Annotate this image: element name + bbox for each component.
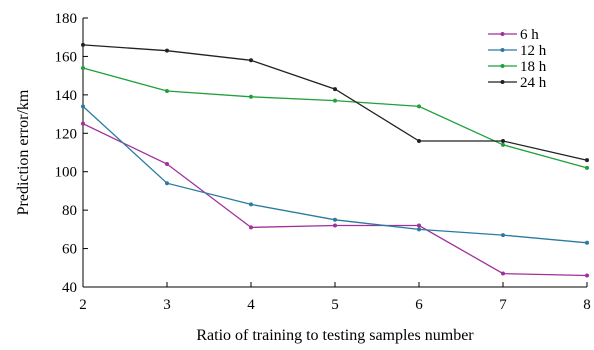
data-point (165, 181, 169, 186)
y-tick-label: 60 (62, 242, 77, 258)
y-tick-label: 80 (62, 203, 77, 219)
legend-marker (500, 32, 505, 36)
series-group (81, 42, 589, 278)
y-tick-label: 180 (55, 11, 78, 27)
data-point (417, 227, 421, 232)
data-point (417, 138, 421, 143)
data-point (249, 202, 253, 207)
x-tick-label: 3 (163, 297, 171, 313)
x-tick-label: 2 (79, 297, 87, 313)
data-point (81, 121, 85, 126)
data-point (501, 138, 505, 143)
data-point (249, 225, 253, 230)
data-point (165, 162, 169, 167)
data-point (81, 65, 85, 70)
legend-label: 6 h (520, 27, 539, 43)
legend-label: 12 h (520, 43, 547, 59)
data-point (501, 271, 505, 276)
x-axis-title: Ratio of training to testing samples num… (196, 327, 474, 344)
x-tick-label: 5 (331, 297, 339, 313)
data-point (417, 104, 421, 109)
data-point (585, 273, 589, 278)
data-point (585, 165, 589, 170)
axes (82, 18, 587, 288)
y-tick-label: 160 (55, 49, 78, 65)
y-tick-label: 140 (55, 88, 78, 104)
y-tick-label: 40 (62, 280, 77, 296)
legend-label: 18 h (520, 59, 547, 75)
x-tick-label: 8 (583, 297, 591, 313)
data-point (165, 48, 169, 53)
legend: 6 h12 h18 h24 h (488, 27, 547, 91)
legend-marker (500, 64, 505, 68)
data-point (585, 158, 589, 163)
data-point (333, 217, 337, 222)
data-point (501, 233, 505, 238)
data-point (501, 142, 505, 147)
data-point (81, 42, 85, 47)
x-tick-label: 6 (415, 297, 423, 313)
data-point (333, 87, 337, 92)
legend-marker (500, 80, 505, 84)
data-point (249, 94, 253, 99)
data-point (81, 104, 85, 109)
legend-label: 24 h (520, 75, 547, 91)
data-point (165, 89, 169, 94)
series-line-1 (82, 105, 588, 244)
data-point (585, 240, 589, 245)
series-line-2 (82, 67, 588, 169)
y-axis-title: Prediction error/km (15, 89, 32, 215)
data-point (249, 58, 253, 63)
data-point (417, 223, 421, 228)
data-point (333, 98, 337, 103)
x-ticks: 2 3 4 5 6 7 8 (79, 282, 591, 313)
legend-marker (500, 48, 505, 52)
data-point (333, 223, 337, 228)
y-ticks: 40 60 80 100 120 140 160 180 (55, 11, 88, 296)
x-tick-label: 7 (499, 297, 507, 313)
y-tick-label: 100 (55, 165, 78, 181)
y-tick-label: 120 (55, 126, 78, 142)
x-tick-label: 4 (247, 297, 255, 313)
